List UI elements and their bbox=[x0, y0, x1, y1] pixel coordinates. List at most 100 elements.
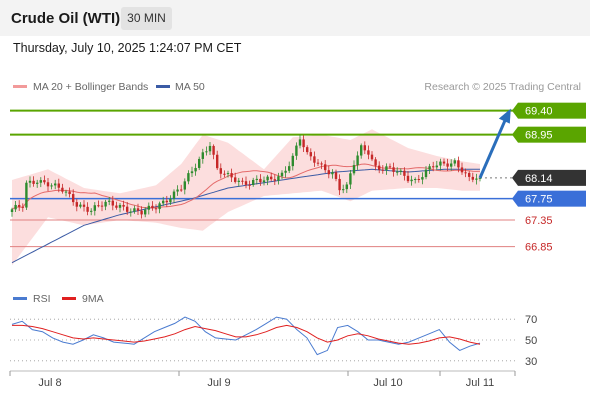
x-tick-label: Jul 10 bbox=[373, 377, 402, 389]
candle-body bbox=[252, 179, 255, 185]
candle-body bbox=[424, 169, 428, 178]
candle-body bbox=[399, 170, 402, 172]
candle-body bbox=[396, 171, 399, 173]
rsi-legend-swatch bbox=[13, 297, 27, 300]
candle-body bbox=[442, 161, 446, 164]
candle-body bbox=[104, 201, 107, 207]
candle-body bbox=[97, 205, 100, 207]
level-label-box bbox=[518, 126, 586, 143]
candle-body bbox=[313, 156, 316, 163]
candle-body bbox=[32, 180, 35, 184]
candle-body bbox=[277, 176, 280, 181]
level-label-support: 67.35 bbox=[525, 215, 553, 227]
candle-body bbox=[25, 182, 28, 208]
candle-body bbox=[360, 145, 363, 156]
candle-body bbox=[421, 177, 424, 180]
candle-body bbox=[363, 145, 366, 151]
level-labels: 69.40 68.95 68.14 67.75 67.35 66.85 bbox=[512, 102, 586, 254]
candle-body bbox=[345, 184, 348, 190]
candle-body bbox=[432, 166, 435, 168]
instrument-title: Crude Oil (WTI) bbox=[11, 10, 121, 27]
projection-arrow-shaft bbox=[478, 118, 508, 179]
level-label-box bbox=[518, 169, 586, 186]
candle-body bbox=[468, 172, 471, 177]
level-label-resistance: 68.95 bbox=[525, 130, 553, 142]
candle-body bbox=[446, 163, 449, 167]
ma9-legend-label: 9MA bbox=[82, 293, 104, 305]
candle-body bbox=[324, 164, 327, 171]
candle-body bbox=[316, 162, 320, 164]
candle-body bbox=[453, 160, 456, 164]
candle-body bbox=[136, 208, 140, 211]
candle-body bbox=[198, 158, 201, 168]
candle-body bbox=[144, 209, 147, 215]
candle-body bbox=[176, 189, 179, 192]
projection-arrow-head bbox=[498, 108, 511, 124]
ma50-legend-swatch bbox=[156, 85, 170, 88]
rsi-legend-label: RSI bbox=[33, 293, 51, 305]
candle-body bbox=[230, 173, 233, 178]
level-label-pointer bbox=[512, 190, 518, 207]
candle-body bbox=[244, 181, 248, 185]
candle-body bbox=[327, 170, 330, 175]
candle-body bbox=[439, 161, 442, 166]
candle-body bbox=[162, 200, 165, 204]
candle-body bbox=[338, 178, 341, 191]
candle-body bbox=[61, 187, 64, 192]
candle-body bbox=[417, 178, 420, 180]
bollinger-fill bbox=[12, 129, 480, 266]
level-label-support: 66.85 bbox=[525, 242, 553, 254]
candle-body bbox=[475, 178, 478, 180]
candle-body bbox=[111, 200, 114, 206]
candle-body bbox=[320, 163, 323, 165]
candle-body bbox=[21, 206, 24, 208]
rsi-tick-label: 50 bbox=[525, 335, 537, 347]
candle-body bbox=[36, 182, 39, 184]
candle-body bbox=[374, 159, 377, 166]
timestamp: Thursday, July 10, 2025 1:24:07 PM CET bbox=[13, 41, 242, 55]
candles bbox=[10, 134, 482, 219]
candle-body bbox=[169, 198, 172, 203]
candle-body bbox=[450, 163, 453, 167]
level-label-pointer bbox=[512, 169, 518, 186]
candle-body bbox=[428, 166, 431, 170]
candle-body bbox=[194, 167, 197, 172]
candle-body bbox=[50, 185, 53, 187]
candle-body bbox=[331, 172, 334, 175]
candle-body bbox=[406, 175, 410, 182]
candle-body bbox=[208, 145, 212, 152]
candle-body bbox=[86, 206, 89, 212]
level-label-pointer bbox=[512, 102, 518, 119]
x-axis: Jul 8 Jul 9 Jul 10 Jul 11 bbox=[9, 370, 516, 389]
candle-body bbox=[471, 176, 474, 180]
candle-body bbox=[190, 171, 194, 174]
candle-body bbox=[280, 172, 284, 177]
candle-body bbox=[248, 184, 251, 186]
candle-body bbox=[234, 177, 237, 182]
candle-body bbox=[291, 155, 294, 167]
candle-body bbox=[154, 208, 158, 210]
candle-body bbox=[115, 205, 118, 208]
level-label-pointer bbox=[512, 126, 518, 143]
candle-body bbox=[39, 180, 42, 183]
chart-header: Crude Oil (WTI) 30 MIN bbox=[0, 0, 590, 36]
candle-body bbox=[216, 154, 219, 169]
candle-body bbox=[403, 170, 406, 176]
candle-body bbox=[334, 172, 338, 179]
candle-body bbox=[237, 180, 240, 182]
candle-body bbox=[90, 210, 93, 212]
candle-body bbox=[118, 204, 122, 208]
candle-body bbox=[223, 173, 226, 175]
candle-body bbox=[356, 155, 359, 166]
candle-body bbox=[205, 151, 208, 153]
candle-body bbox=[349, 173, 352, 185]
candle-body bbox=[46, 182, 50, 187]
candle-body bbox=[57, 183, 60, 188]
x-tick-label: Jul 8 bbox=[38, 377, 61, 389]
timeframe-button[interactable]: 30 MIN bbox=[121, 7, 172, 30]
candle-body bbox=[183, 181, 186, 190]
candle-body bbox=[381, 169, 384, 171]
ma20-legend-label: MA 20 + Bollinger Bands bbox=[33, 81, 148, 93]
level-label-pivot: 67.75 bbox=[525, 194, 553, 206]
